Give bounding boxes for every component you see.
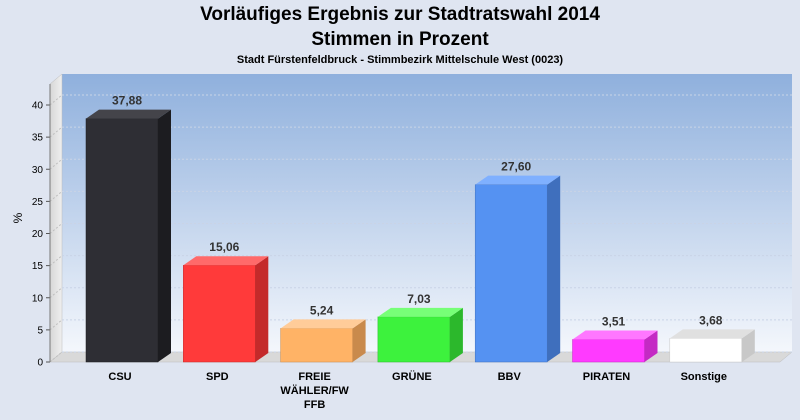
- bar-side: [741, 329, 755, 362]
- bar-front: [183, 264, 256, 363]
- x-tick-label: BBV: [498, 371, 522, 383]
- y-tick-label: 35: [32, 133, 44, 144]
- bar-front: [474, 184, 548, 363]
- y-tick-label: 25: [32, 197, 44, 208]
- chart-title: Vorläufiges Ergebnis zur Stadtratswahl 2…: [200, 4, 600, 25]
- y-tick-label: 40: [32, 101, 44, 112]
- gridline-wall: [49, 255, 63, 267]
- chart-subtitle: Stimmen in Prozent: [311, 29, 489, 50]
- y-tick-label: 10: [32, 293, 44, 304]
- x-tick-label: GRÜNE: [392, 370, 432, 383]
- y-tick-label: 0: [37, 358, 43, 369]
- x-tick-label: FREIE: [298, 371, 330, 383]
- plot-left-wall: [49, 73, 63, 363]
- gridline-wall: [49, 351, 63, 363]
- bar-value-label: 3,51: [602, 314, 626, 328]
- bar-front: [377, 316, 451, 363]
- bar-5: 3,51 PIRATEN: [572, 314, 658, 383]
- bar-6: 3,68 Sonstige: [669, 313, 755, 383]
- x-tick-label: SPD: [206, 371, 229, 383]
- bar-top: [669, 329, 755, 339]
- x-tick-label: Sonstige: [681, 371, 727, 383]
- bar-value-label: 15,06: [209, 240, 239, 254]
- bar-value-label: 27,60: [501, 160, 531, 174]
- bar-front: [85, 118, 159, 363]
- y-tick-label: 5: [37, 325, 43, 336]
- bar-0: 37,88 CSU: [85, 94, 171, 383]
- bar-front: [669, 338, 743, 363]
- x-tick-label: CSU: [108, 371, 131, 383]
- y-tick-label: 20: [32, 229, 44, 240]
- bar-side: [255, 256, 269, 362]
- gridline-wall: [49, 287, 63, 299]
- gridline-wall: [49, 158, 63, 170]
- y-tick-label: 30: [32, 165, 44, 176]
- bar-side: [158, 109, 171, 362]
- bar-side: [449, 307, 463, 362]
- chart-location: Stadt Fürstenfeldbruck - Stimmbezirk Mit…: [236, 54, 564, 66]
- bar-4: 27,60 BBV: [474, 160, 561, 383]
- x-tick-label: FFB: [304, 399, 325, 411]
- bar-value-label: 37,88: [112, 94, 142, 108]
- bar-top: [475, 175, 561, 185]
- bar-1: 15,06 SPD: [183, 240, 269, 383]
- gridline-wall: [49, 94, 63, 106]
- gridline-wall: [49, 126, 63, 138]
- bar-top: [377, 307, 463, 317]
- bar-top: [280, 319, 366, 329]
- bar-side: [352, 319, 366, 362]
- bar-top: [183, 256, 269, 266]
- bar-side: [547, 175, 561, 362]
- bar-top: [86, 109, 171, 119]
- y-axis-label: %: [11, 212, 25, 223]
- bar-3: 7,03 GRÜNE: [377, 292, 463, 383]
- bar-value-label: 3,68: [699, 313, 723, 327]
- bar-value-label: 5,24: [310, 303, 334, 317]
- bar-front: [572, 339, 645, 363]
- bar-front: [280, 328, 353, 363]
- bar-side: [644, 330, 658, 362]
- gridline-wall: [49, 223, 63, 234]
- bar-value-label: 7,03: [407, 292, 431, 306]
- gridline-wall: [49, 319, 63, 331]
- x-tick-label: WÄHLER/FW: [280, 384, 349, 397]
- gridline-wall: [49, 190, 63, 202]
- x-tick-label: PIRATEN: [583, 371, 631, 383]
- y-tick-label: 15: [32, 261, 44, 272]
- bar-top: [572, 330, 658, 340]
